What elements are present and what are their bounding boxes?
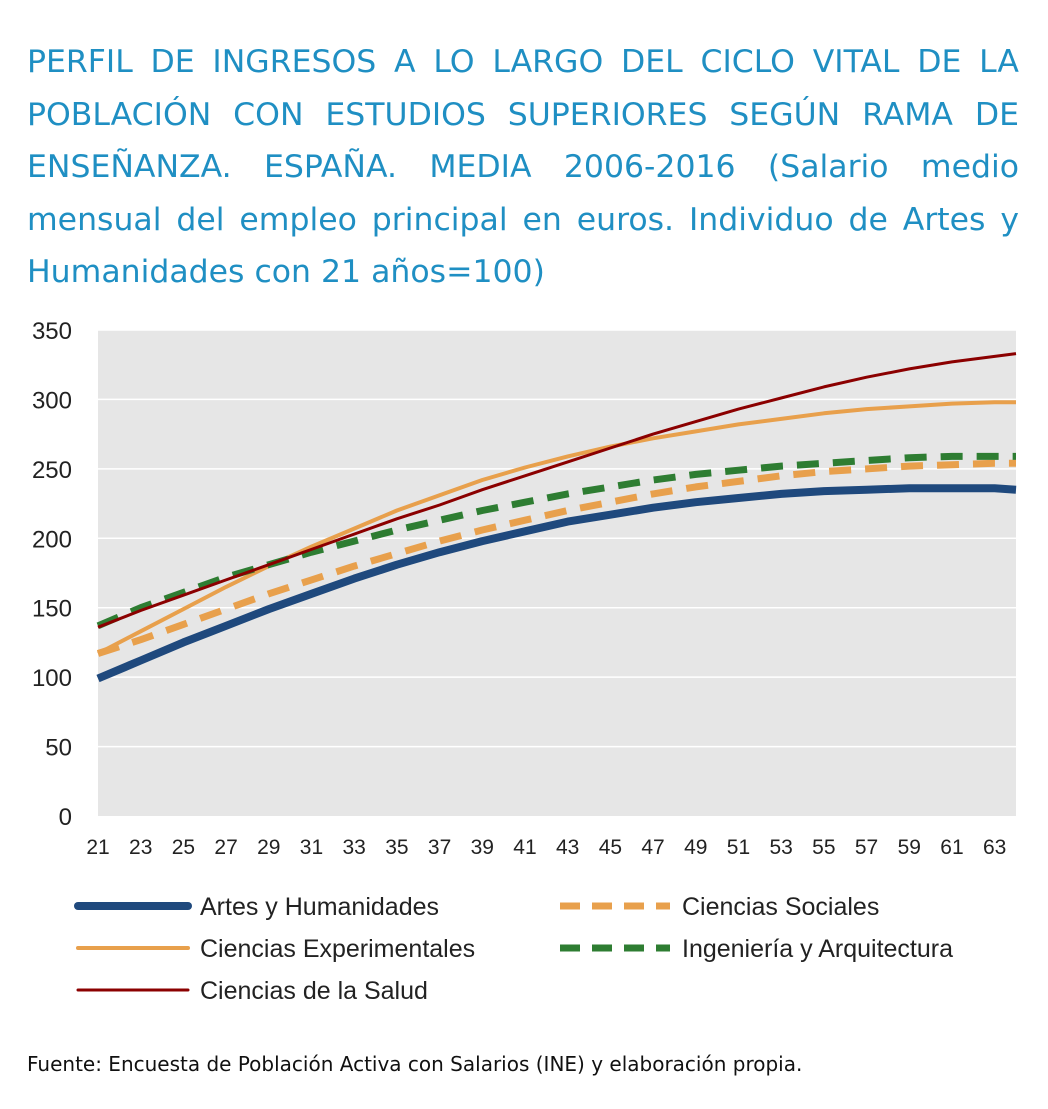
x-tick-label: 55 — [812, 836, 835, 859]
x-tick-label: 33 — [343, 836, 366, 859]
x-tick-label: 47 — [641, 836, 664, 859]
legend-label: Ciencias de la Salud — [200, 977, 428, 1005]
source-note: Fuente: Encuesta de Población Activa con… — [27, 1052, 803, 1076]
x-tick-label: 57 — [855, 836, 878, 859]
series-line — [96, 484, 1017, 683]
y-tick-label: 200 — [32, 526, 72, 553]
legend: Artes y Humanidades Ciencias Sociales Cien… — [74, 893, 953, 1005]
grid-layer — [98, 329, 1016, 748]
chart-title: PERFIL DE INGRESOS A LO LARGO DEL CICLO … — [27, 44, 1019, 290]
x-tick-label: 37 — [428, 836, 451, 859]
x-axis: 21 23 25 27 29 31 33 35 37 39 41 43 45 47 49 51 53 55 57 59… — [86, 836, 1006, 859]
x-tick-label: 61 — [940, 836, 963, 859]
y-tick-label: 350 — [32, 318, 72, 345]
x-tick-label: 25 — [172, 836, 195, 859]
x-tick-label: 41 — [513, 836, 536, 859]
y-tick-label: 150 — [32, 596, 72, 623]
x-tick-label: 39 — [471, 836, 494, 859]
x-tick-label: 45 — [599, 836, 622, 859]
legend-label: Ciencias Sociales — [682, 893, 879, 921]
chart-svg: 0 50 100 150 200 250 300 350 21 23 25 27 29 31 33 35 37… — [32, 318, 1017, 1005]
x-tick-label: 51 — [727, 836, 750, 859]
legend-label: Ciencias Experimentales — [200, 935, 475, 963]
series-layer — [96, 352, 1017, 683]
y-tick-label: 100 — [32, 665, 72, 692]
x-tick-label: 43 — [556, 836, 579, 859]
series-line — [96, 452, 1016, 630]
x-tick-label: 35 — [385, 836, 408, 859]
x-tick-label: 27 — [214, 836, 237, 859]
legend-label: Artes y Humanidades — [200, 893, 439, 921]
x-tick-label: 31 — [300, 836, 323, 859]
series-line — [96, 459, 1016, 657]
x-tick-label: 21 — [86, 836, 109, 859]
y-tick-label: 250 — [32, 457, 72, 484]
y-tick-label: 0 — [59, 804, 72, 831]
series-line — [97, 400, 1016, 656]
x-tick-label: 49 — [684, 836, 707, 859]
y-tick-label: 50 — [45, 735, 72, 762]
x-tick-label: 23 — [129, 836, 152, 859]
x-tick-label: 29 — [257, 836, 280, 859]
y-axis: 0 50 100 150 200 250 300 350 — [32, 318, 72, 831]
series-line — [97, 352, 1017, 629]
x-tick-label: 53 — [769, 836, 792, 859]
x-tick-label: 63 — [983, 836, 1006, 859]
legend-label: Ingeniería y Arquitectura — [682, 935, 953, 963]
y-tick-label: 300 — [32, 387, 72, 414]
x-tick-label: 59 — [898, 836, 921, 859]
